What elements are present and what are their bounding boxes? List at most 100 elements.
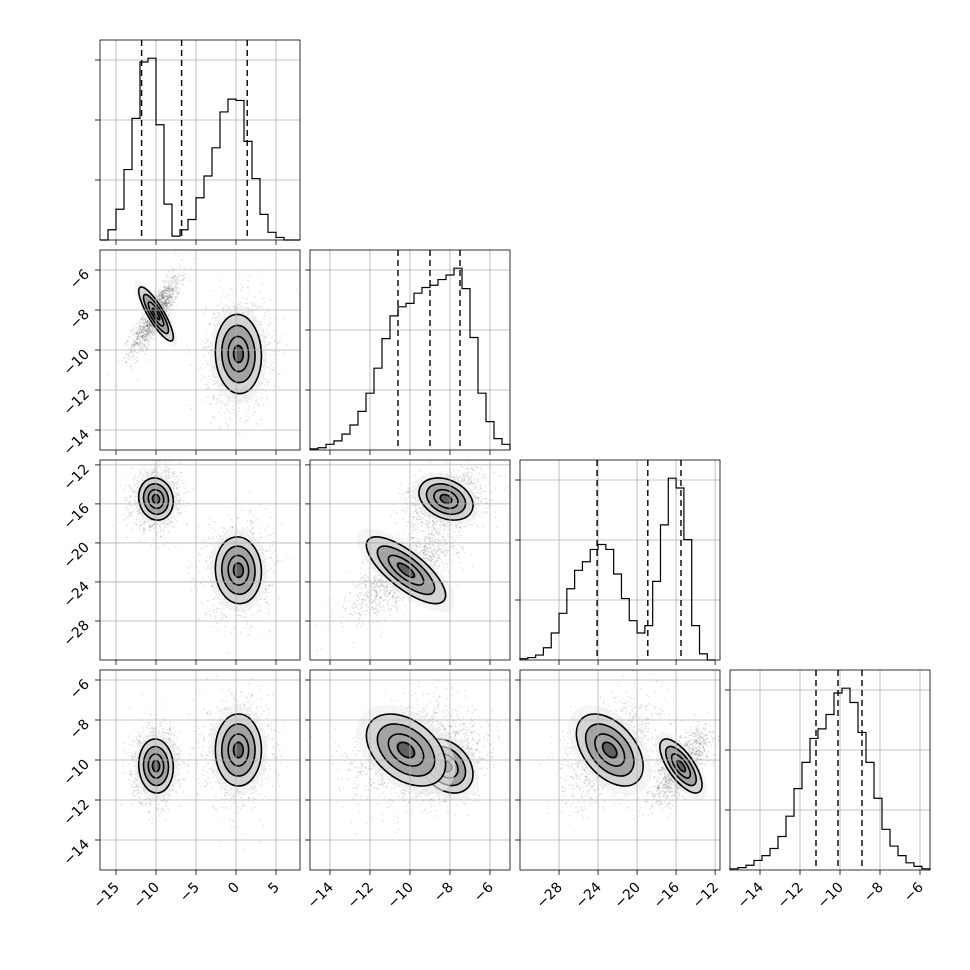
sample-point xyxy=(127,353,130,355)
sample-point xyxy=(175,520,178,522)
sample-point xyxy=(152,331,155,334)
sample-point xyxy=(153,332,156,335)
sample-point xyxy=(159,530,161,533)
sample-point xyxy=(124,352,127,355)
sample-point xyxy=(175,279,177,282)
sample-point xyxy=(125,535,128,538)
sample-point xyxy=(165,303,168,306)
sample-point xyxy=(143,330,146,333)
sample-point xyxy=(159,297,162,300)
sample-point xyxy=(106,372,109,375)
sample-point xyxy=(147,330,149,333)
sample-point xyxy=(172,299,175,302)
sample-point xyxy=(240,283,243,286)
sample-point xyxy=(174,289,177,292)
sample-point xyxy=(143,323,146,326)
sample-point xyxy=(159,291,162,294)
sample-point xyxy=(167,294,170,296)
sample-point xyxy=(133,342,136,345)
sample-point xyxy=(147,343,150,346)
sample-point xyxy=(255,400,257,402)
sample-point xyxy=(160,290,163,293)
sample-point xyxy=(143,327,146,330)
sample-point xyxy=(178,512,181,515)
sample-point xyxy=(278,597,281,600)
sample-point xyxy=(149,359,151,362)
sample-point xyxy=(141,317,144,320)
sample-point xyxy=(216,607,219,610)
sample-point xyxy=(142,324,145,327)
sample-point xyxy=(143,334,145,337)
sample-point xyxy=(136,342,139,345)
sample-point xyxy=(201,373,204,376)
sample-point xyxy=(133,522,136,524)
sample-point xyxy=(168,291,171,293)
sample-point xyxy=(135,335,138,338)
sample-point xyxy=(128,514,131,516)
sample-point xyxy=(182,500,185,503)
sample-point xyxy=(142,331,145,333)
sample-point xyxy=(177,283,180,286)
sample-point xyxy=(165,287,168,290)
sample-point xyxy=(188,351,190,354)
sample-point xyxy=(167,301,169,304)
sample-point xyxy=(130,346,133,349)
sample-point xyxy=(209,378,212,381)
sample-point xyxy=(144,329,147,332)
sample-point xyxy=(250,519,253,522)
sample-point xyxy=(222,307,225,309)
sample-point xyxy=(147,342,150,345)
sample-point xyxy=(202,546,205,549)
sample-point xyxy=(133,345,136,348)
sample-point xyxy=(152,470,155,473)
sample-point xyxy=(176,487,179,490)
sample-point xyxy=(225,615,228,618)
sample-point xyxy=(173,278,176,281)
sample-point xyxy=(166,298,169,301)
sample-point xyxy=(175,282,178,285)
sample-point xyxy=(148,469,151,472)
sample-point xyxy=(135,332,138,335)
sample-point xyxy=(251,303,254,306)
sample-point xyxy=(132,350,135,353)
sample-point xyxy=(217,311,220,314)
sample-point xyxy=(145,334,148,337)
sample-point xyxy=(146,321,149,324)
sample-point xyxy=(209,402,212,405)
sample-point xyxy=(182,278,185,280)
sample-point xyxy=(165,303,168,306)
sample-point xyxy=(242,616,245,619)
sample-point xyxy=(218,411,220,414)
sample-point xyxy=(265,585,268,588)
sample-point xyxy=(181,278,184,280)
sample-point xyxy=(246,419,249,422)
sample-point xyxy=(265,390,268,393)
sample-point xyxy=(141,329,144,332)
sample-point xyxy=(169,460,172,463)
sample-point xyxy=(247,286,250,289)
sample-point xyxy=(270,363,273,366)
sample-point xyxy=(177,501,180,504)
sample-point xyxy=(172,472,175,475)
sample-point xyxy=(180,279,183,282)
sample-point xyxy=(207,346,209,348)
sample-point xyxy=(169,292,172,295)
sample-point xyxy=(268,366,271,369)
sample-point xyxy=(214,617,217,620)
sample-point xyxy=(167,547,170,550)
sample-point xyxy=(262,318,265,321)
sample-point xyxy=(137,344,140,347)
sample-point xyxy=(174,275,177,277)
sample-point xyxy=(165,281,168,283)
sample-point xyxy=(139,324,142,327)
sample-point xyxy=(137,332,140,335)
sample-point xyxy=(247,293,250,296)
sample-point xyxy=(170,287,173,290)
sample-point xyxy=(141,335,144,338)
sample-point xyxy=(141,317,144,320)
sample-point xyxy=(159,298,162,301)
sample-point xyxy=(182,482,185,484)
sample-point xyxy=(226,408,228,411)
sample-point xyxy=(172,276,175,279)
sample-point xyxy=(251,532,254,535)
